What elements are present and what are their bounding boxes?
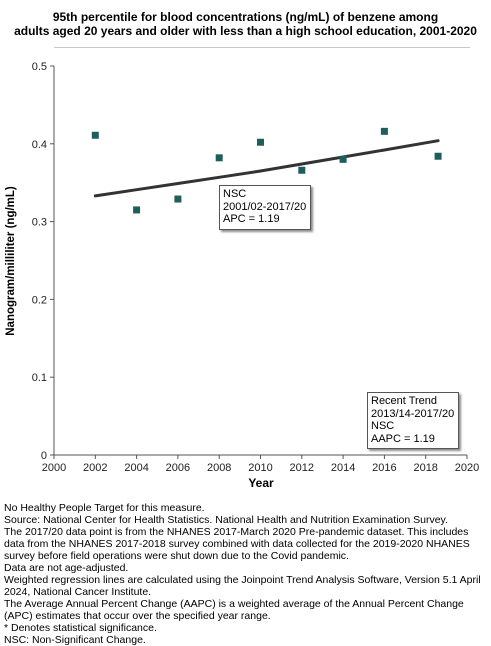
x-tick-label: 2008 — [207, 462, 231, 474]
x-tick-label: 2002 — [83, 462, 107, 474]
footnote-line: No Healthy People Target for this measur… — [4, 502, 205, 514]
x-tick-label: 2006 — [166, 462, 190, 474]
x-tick-label: 2018 — [413, 462, 437, 474]
annotation-line: NSC — [371, 420, 395, 432]
y-tick-label: 0.4 — [32, 139, 47, 151]
chart-plot: 2000 2002 2004 2006 2008 2010 2012 2014 2016 2018… — [5, 61, 479, 490]
x-axis-ticks: 2000 2002 2004 2006 2008 2010 2012 2014 2016 2018… — [42, 455, 479, 474]
footnote-line: NSC: Non-Significant Change. — [4, 634, 146, 646]
x-tick-label: 2016 — [372, 462, 396, 474]
x-tick-label: 2000 — [42, 462, 66, 474]
y-tick-label: 0.1 — [32, 372, 47, 384]
y-axis-label: Nanogram/milliliter (ng/mL) — [5, 186, 17, 336]
y-tick-label: 0.2 — [32, 294, 47, 306]
x-tick-label: 2014 — [331, 462, 355, 474]
data-point — [91, 131, 99, 139]
y-tick-label: 0.5 — [32, 61, 47, 73]
x-tick-label: 2004 — [124, 462, 148, 474]
data-point — [434, 152, 442, 160]
annotation-line: 2001/02-2017/20 — [223, 200, 307, 213]
trend-layer — [93, 139, 440, 198]
data-point — [174, 195, 182, 203]
footnote-line: * Denotes statistical significance. — [4, 622, 157, 634]
y-tick-label: 0.3 — [32, 217, 47, 229]
footnote-line: Weighted regression lines are calculated… — [4, 574, 481, 598]
point-layer — [91, 127, 442, 214]
data-point — [133, 206, 141, 214]
data-point — [215, 154, 223, 162]
trend-line — [93, 139, 440, 198]
x-tick-label: 2020 — [455, 462, 479, 474]
data-point — [339, 155, 347, 163]
apc-annotation-box: NSC 2001/02-2017/20 APC = 1.19 — [219, 185, 312, 230]
recent-trend-annotation-box: Recent Trend 2013/14-2017/20 NSC AAPC = … — [367, 392, 460, 449]
footnotes: No Healthy People Target for this measur… — [4, 502, 488, 646]
annotation-line: APC = 1.19 — [223, 213, 280, 225]
y-tick-label: 0 — [41, 450, 47, 462]
x-axis-label: Year — [248, 476, 274, 490]
y-axis-ticks: 0 0.1 0.2 0.3 0.4 0.5 — [32, 61, 54, 462]
footnote-line: The 2017/20 data point is from the NHANE… — [4, 526, 470, 562]
footnote-line: The Average Annual Percent Change (AAPC)… — [4, 598, 464, 622]
annotation-line: Recent Trend — [371, 395, 438, 407]
x-tick-label: 2010 — [248, 462, 272, 474]
title-divider — [54, 47, 470, 48]
data-point — [298, 166, 306, 174]
data-point — [380, 127, 388, 135]
annotation-line: 2013/14-2017/20 — [371, 407, 455, 420]
footnote-line: Source: National Center for Health Stati… — [4, 514, 448, 526]
data-point — [257, 138, 264, 146]
annotation-line: AAPC = 1.19 — [371, 432, 435, 445]
annotation-line: NSC — [223, 188, 247, 200]
chart-title-line-2: adults aged 20 years and older with less… — [14, 24, 477, 38]
x-tick-label: 2012 — [290, 462, 314, 474]
chart-title: 95th percentile for blood concentrations… — [0, 10, 491, 38]
chart-title-line-1: 95th percentile for blood concentrations… — [52, 10, 439, 24]
footnote-line: Data are not age-adjusted. — [4, 562, 129, 574]
